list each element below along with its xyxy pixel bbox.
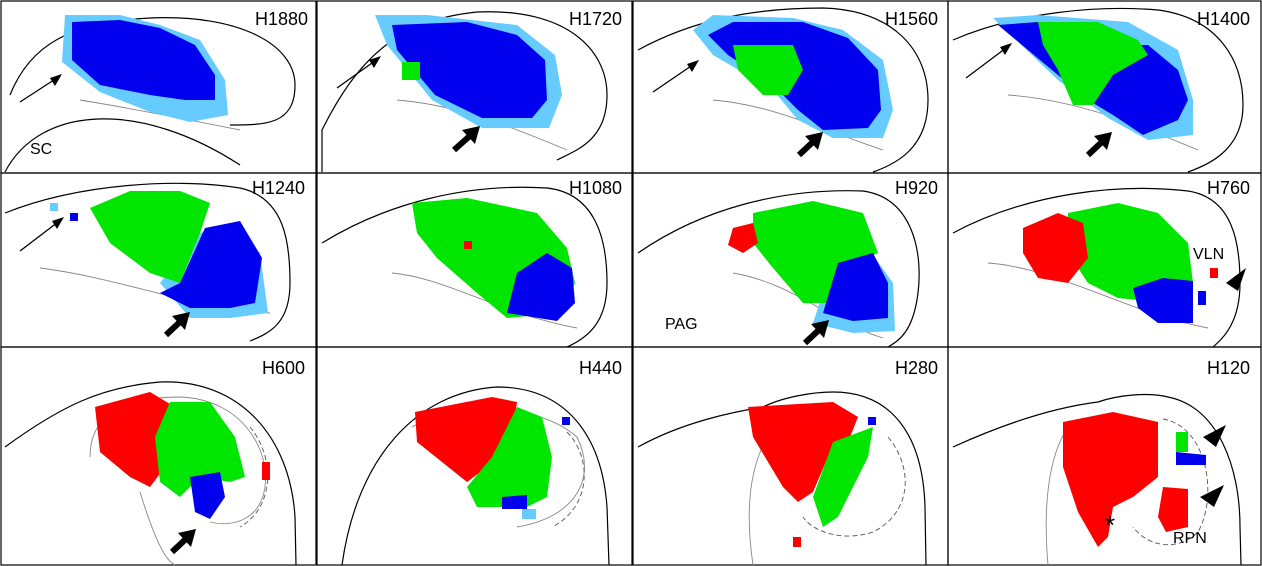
region-red <box>262 462 270 480</box>
panel-label: H440 <box>579 358 622 378</box>
panel-label: H1880 <box>255 9 308 29</box>
region-light-blue <box>50 203 58 211</box>
annotation: * <box>1105 510 1115 540</box>
panel-label: H920 <box>895 178 938 198</box>
panel-label: H1080 <box>569 178 622 198</box>
annotation: RPN <box>1173 530 1207 547</box>
figure: H1880 SC H1720 H1560 H1400 H1240 H1080 <box>0 0 1262 566</box>
panel-label: H1240 <box>252 178 305 198</box>
region-blue <box>562 417 570 425</box>
panel-label: H1400 <box>1197 9 1250 29</box>
panel-label: H120 <box>1207 358 1250 378</box>
region-red <box>1210 268 1218 278</box>
annotation: VLN <box>1193 246 1224 263</box>
annotation: PAG <box>665 316 698 333</box>
region-blue <box>1198 291 1206 305</box>
panel-label: H1720 <box>569 9 622 29</box>
panel-label: H760 <box>1207 178 1250 198</box>
region-red <box>1158 487 1188 532</box>
panel-label: H1560 <box>885 9 938 29</box>
region-blue <box>502 495 527 509</box>
region-red <box>464 241 472 249</box>
annotation: SC <box>30 141 52 158</box>
panel-label: H600 <box>262 358 305 378</box>
region-blue <box>70 213 78 221</box>
region-green <box>402 62 420 80</box>
region-blue <box>868 417 876 425</box>
region-red <box>793 537 801 547</box>
region-green <box>1176 432 1188 452</box>
panel-label: H280 <box>895 358 938 378</box>
region-light-blue <box>522 509 536 519</box>
